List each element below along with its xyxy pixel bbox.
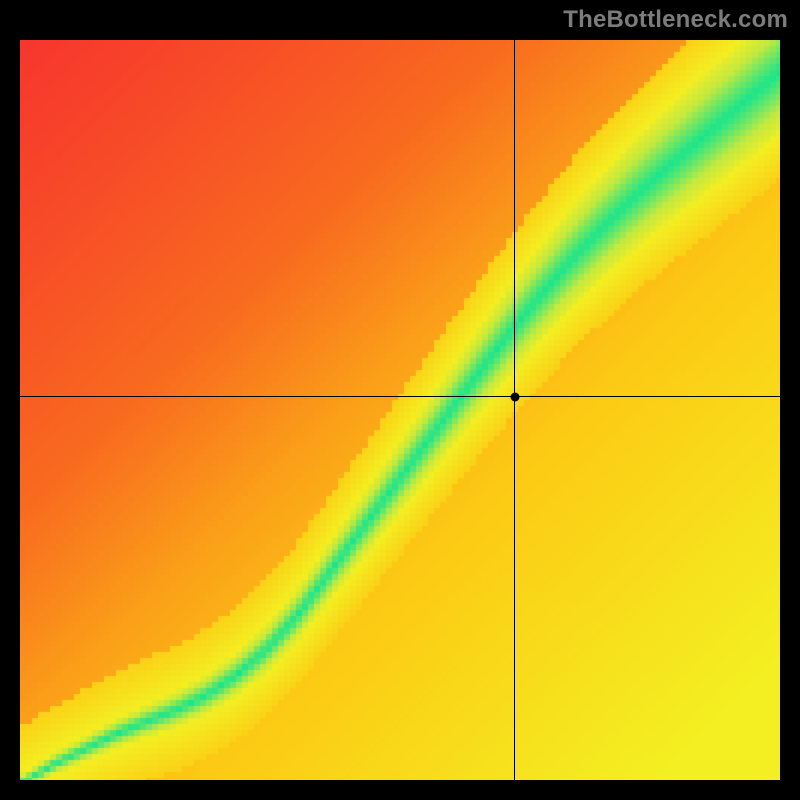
- crosshair-horizontal: [20, 396, 780, 397]
- watermark: TheBottleneck.com: [563, 6, 788, 34]
- bottleneck-heatmap: [20, 40, 780, 780]
- heatmap-canvas: [20, 40, 780, 780]
- crosshair-point: [510, 392, 519, 401]
- crosshair-vertical: [514, 40, 515, 780]
